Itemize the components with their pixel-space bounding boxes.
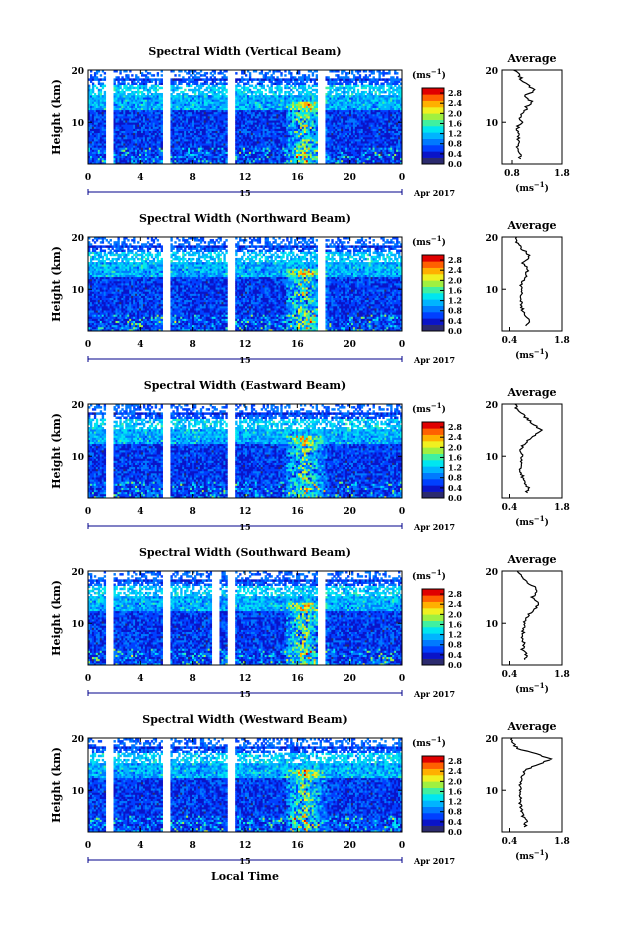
- heatmap-cell: [261, 91, 263, 93]
- heatmap-cell: [178, 74, 180, 76]
- heatmap-cell: [127, 74, 129, 76]
- panel-1: Spectral Width (Vertical Beam)0 4 8 12 16 20 0…: [50, 45, 570, 198]
- heatmap-cell: [161, 74, 163, 76]
- heatmap-cell: [357, 89, 359, 91]
- heatmap-cell: [100, 74, 102, 76]
- heatmap-cell: [104, 76, 106, 78]
- heatmap-cell: [249, 72, 251, 74]
- heatmap-cell: [357, 85, 359, 87]
- heatmap-cell: [347, 72, 349, 74]
- heatmap-cell: [131, 74, 133, 76]
- heatmap-cell: [157, 72, 159, 74]
- heatmap-cell: [206, 72, 208, 74]
- heatmap-cell: [161, 78, 163, 80]
- heatmap-cell: [308, 74, 310, 76]
- heatmap-cell: [161, 87, 163, 89]
- heatmap-cell: [316, 83, 318, 85]
- panel-title: Spectral Width (Vertical Beam): [148, 45, 341, 58]
- heatmap-cell: [180, 87, 182, 89]
- heatmap-cell: [225, 83, 227, 85]
- heatmap-cell: [284, 74, 286, 76]
- heatmap-cell: [225, 76, 227, 78]
- heatmap-cell: [104, 91, 106, 93]
- heatmap-cell: [153, 74, 155, 76]
- heatmap-cell: [316, 95, 318, 97]
- heatmap-cell: [316, 74, 318, 76]
- heatmap-cell: [316, 89, 318, 91]
- heatmap-cell: [104, 72, 106, 74]
- heatmap-cell: [184, 89, 186, 91]
- heatmap-cell: [280, 87, 282, 89]
- heatmap-cell: [235, 72, 237, 74]
- heatmap-cell: [280, 72, 282, 74]
- heatmap: [88, 70, 402, 164]
- heatmap-cell: [292, 91, 294, 93]
- heatmap-cell: [225, 95, 227, 97]
- heatmap-cell: [263, 85, 265, 87]
- heatmap-cell: [290, 72, 292, 74]
- heatmap-cell: [104, 85, 106, 87]
- heatmap-cell: [161, 93, 163, 95]
- heatmap-cell: [174, 74, 176, 76]
- heatmap-cell: [359, 74, 361, 76]
- heatmap-cell: [225, 89, 227, 91]
- heatmap-cell: [265, 89, 267, 91]
- heatmap-cell: [245, 74, 247, 76]
